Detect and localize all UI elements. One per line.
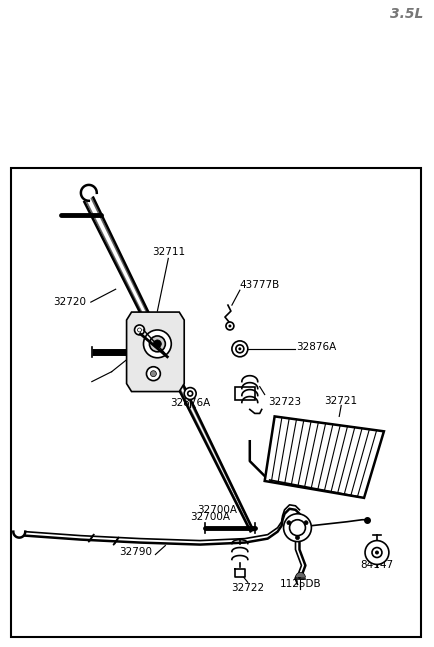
Circle shape xyxy=(238,347,241,350)
Circle shape xyxy=(375,551,379,554)
Polygon shape xyxy=(127,312,184,391)
Circle shape xyxy=(232,341,248,356)
Circle shape xyxy=(236,345,244,353)
Circle shape xyxy=(304,521,308,525)
Text: 1125DB: 1125DB xyxy=(279,579,321,589)
Circle shape xyxy=(296,536,299,540)
Circle shape xyxy=(184,388,196,399)
Circle shape xyxy=(151,371,156,377)
Text: 84147: 84147 xyxy=(360,560,394,571)
Circle shape xyxy=(146,367,161,380)
Circle shape xyxy=(372,547,382,558)
Text: 32721: 32721 xyxy=(325,397,358,406)
Text: 32700A: 32700A xyxy=(190,512,230,521)
Circle shape xyxy=(228,325,231,327)
Text: 32876A: 32876A xyxy=(296,342,337,352)
Polygon shape xyxy=(265,417,384,498)
Wedge shape xyxy=(296,573,306,577)
Circle shape xyxy=(287,521,291,525)
Circle shape xyxy=(149,336,165,352)
Text: 43777B: 43777B xyxy=(240,280,280,291)
Text: 32723: 32723 xyxy=(268,397,301,406)
Circle shape xyxy=(365,541,389,564)
Circle shape xyxy=(135,325,145,335)
Circle shape xyxy=(289,520,306,536)
Circle shape xyxy=(187,391,193,396)
Circle shape xyxy=(226,322,234,330)
Text: 32720: 32720 xyxy=(53,297,86,307)
Text: 32711: 32711 xyxy=(152,247,185,258)
Bar xyxy=(11,168,421,637)
Text: 3.5L: 3.5L xyxy=(390,7,424,21)
Text: 32722: 32722 xyxy=(231,584,264,593)
Text: 32876A: 32876A xyxy=(170,399,210,408)
Text: 32700A: 32700A xyxy=(197,505,237,515)
Circle shape xyxy=(153,340,161,348)
Polygon shape xyxy=(235,387,255,399)
Circle shape xyxy=(283,514,311,542)
Text: 32790: 32790 xyxy=(119,547,152,558)
Circle shape xyxy=(144,330,171,358)
